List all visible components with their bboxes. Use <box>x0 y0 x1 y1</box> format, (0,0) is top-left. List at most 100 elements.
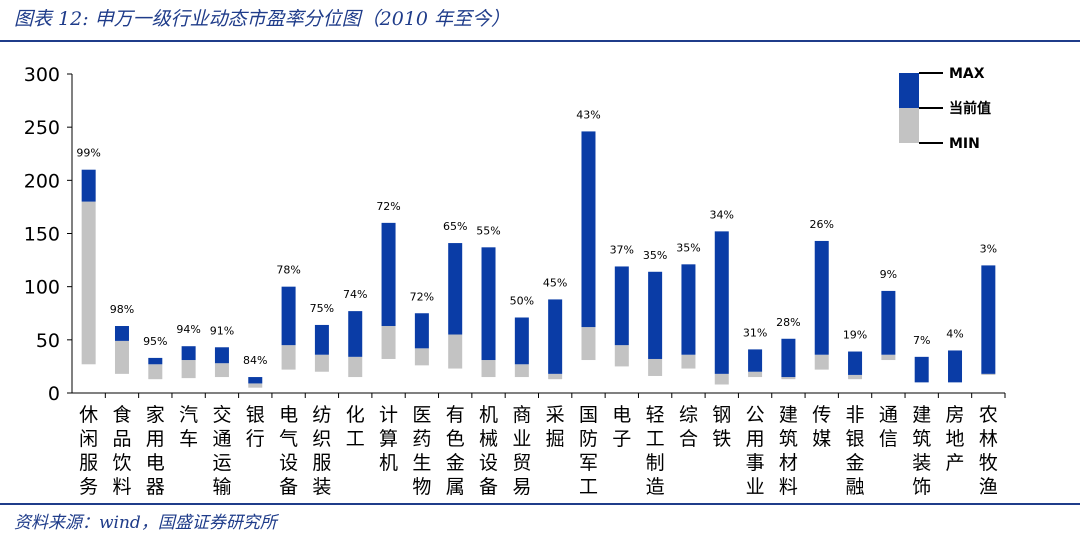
category-label: 钢铁 <box>712 404 731 450</box>
percentile-label: 43% <box>576 108 600 121</box>
bar-max-segment <box>914 356 929 383</box>
percentile-label: 35% <box>676 241 700 254</box>
bar-current-segment <box>248 383 263 388</box>
bar-current-segment <box>81 201 96 365</box>
percentile-label: 94% <box>176 323 200 336</box>
category-label: 非银金融 <box>846 404 865 498</box>
bars <box>81 131 996 388</box>
bar-current-segment <box>748 371 763 378</box>
percentile-label: 65% <box>443 220 467 233</box>
bar-max-segment <box>81 169 96 202</box>
bar-current-segment <box>848 374 863 380</box>
y-tick-label: 200 <box>24 170 60 192</box>
category-label: 纺织服装 <box>312 404 331 498</box>
bar-current-segment <box>581 327 596 361</box>
percentile-label: 28% <box>776 316 800 329</box>
percentile-label: 7% <box>913 334 930 347</box>
y-tick-label: 100 <box>24 277 60 299</box>
y-tick-label: 250 <box>24 117 60 139</box>
category-label: 汽车 <box>179 404 198 450</box>
percentile-label: 26% <box>810 218 834 231</box>
bar-current-segment <box>481 360 496 378</box>
y-tick-label: 300 <box>24 64 60 86</box>
percentile-label: 84% <box>243 354 267 367</box>
bottom-rule <box>0 503 1080 505</box>
bar-max-segment <box>448 243 463 335</box>
bar-current-segment <box>681 354 696 369</box>
percentile-label: 91% <box>210 324 234 337</box>
category-label: 建筑材料 <box>779 404 798 498</box>
bar-current-segment <box>781 377 796 380</box>
percentile-label: 98% <box>110 303 134 316</box>
bar-current-segment <box>381 326 396 359</box>
category-label: 化工 <box>346 404 365 450</box>
legend-label: 当前值 <box>949 100 991 117</box>
category-label: 有色金属 <box>446 404 465 498</box>
percentile-label: 35% <box>643 249 667 262</box>
percentile-label: 3% <box>980 242 997 255</box>
bar-current-segment <box>548 373 563 380</box>
percentile-label: 75% <box>310 302 334 315</box>
bar-max-segment <box>548 299 563 374</box>
category-label: 轻工制造 <box>646 404 665 498</box>
category-label: 家用电器 <box>146 404 165 498</box>
bar-current-segment <box>714 373 729 385</box>
axes: 0 50 100 150 200 250 300 <box>24 64 1006 405</box>
legend-swatch-max <box>899 73 919 108</box>
bar-max-segment <box>748 349 763 372</box>
bar-max-segment <box>648 271 663 359</box>
category-label: 农林牧渔 <box>979 404 998 498</box>
bar-max-segment <box>948 350 963 383</box>
legend-swatch-current <box>899 108 919 143</box>
percentile-label: 4% <box>946 327 963 340</box>
bar-max-segment <box>114 326 129 341</box>
bar-max-segment <box>781 338 796 378</box>
y-tick-label: 50 <box>36 330 60 352</box>
bar-max-segment <box>214 347 229 364</box>
y-tick-label: 0 <box>48 383 60 405</box>
legend-label: MIN <box>949 136 980 152</box>
top-rule <box>0 40 1080 42</box>
bar-current-segment <box>514 364 529 378</box>
category-label: 采掘 <box>546 404 565 450</box>
chart-title: 图表 12: 申万一级行业动态市盈率分位图（2010 年至今） <box>14 8 511 30</box>
percentile-label: 9% <box>880 268 897 281</box>
category-label: 医药生物 <box>412 404 431 498</box>
percentile-label: 50% <box>510 295 534 308</box>
bar-max-segment <box>148 357 163 365</box>
source-note: 资料来源：wind，国盛证券研究所 <box>14 513 277 533</box>
bar-current-segment <box>814 354 829 370</box>
category-label: 综合 <box>679 404 698 450</box>
percentile-label: 19% <box>843 329 867 342</box>
percentile-label: 99% <box>76 147 100 160</box>
bar-max-segment <box>881 290 896 355</box>
percentile-label: 72% <box>376 200 400 213</box>
bar-current-segment <box>881 354 896 361</box>
bar-current-segment <box>314 354 329 372</box>
bar-max-segment <box>481 247 496 361</box>
bar-current-segment <box>448 334 463 369</box>
bar-max-segment <box>181 346 196 361</box>
percentile-label: 78% <box>276 264 300 277</box>
bar-current-segment <box>981 373 996 375</box>
labels: 99% 休闲服务 98% 食品饮料 95% 家用电器 94% 汽车 91% 交通运输 84% 银行 78… <box>76 108 997 498</box>
legend-label: MAX <box>949 66 985 82</box>
category-label: 食品饮料 <box>112 404 131 498</box>
category-label: 计算机 <box>379 404 398 474</box>
bar-current-segment <box>648 358 663 376</box>
bar-max-segment <box>248 377 263 384</box>
category-label: 房地产 <box>946 404 965 474</box>
category-label: 休闲服务 <box>79 404 98 498</box>
category-label: 机械设备 <box>479 404 498 498</box>
bar-max-segment <box>314 324 329 355</box>
category-label: 交通运输 <box>212 404 231 498</box>
percentile-label: 55% <box>476 224 500 237</box>
percentile-label: 95% <box>143 335 167 348</box>
bar-max-segment <box>514 317 529 365</box>
category-label: 银行 <box>246 404 265 450</box>
category-label: 建筑装饰 <box>912 404 931 498</box>
bar-max-segment <box>414 313 429 349</box>
bar-max-segment <box>614 266 629 346</box>
category-label: 通信 <box>879 404 898 450</box>
